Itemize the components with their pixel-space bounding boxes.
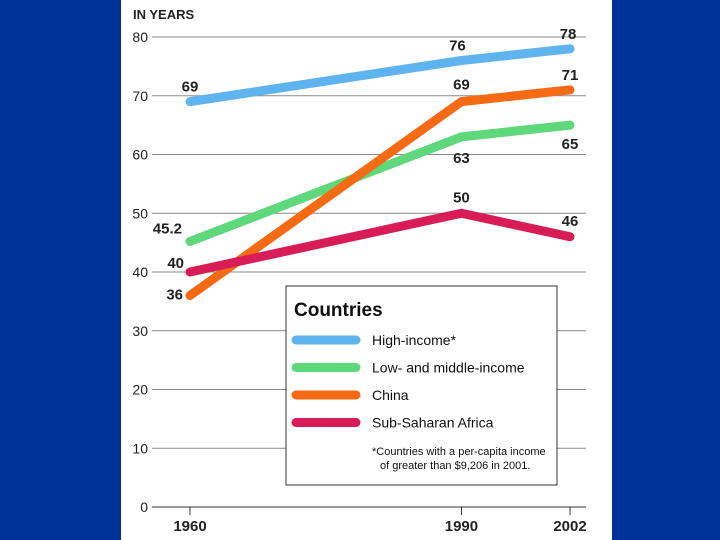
y-tick-label: 70: [132, 88, 148, 104]
data-label: 50: [453, 189, 470, 206]
data-label: 65: [562, 136, 579, 153]
y-tick-label: 30: [132, 323, 148, 339]
data-label: 63: [453, 150, 470, 167]
series-line-0: [185, 44, 575, 107]
data-label: 78: [560, 26, 577, 43]
y-tick-label: 10: [132, 440, 148, 456]
unit-label: IN YEARS: [133, 7, 194, 22]
series-line-3: [185, 208, 575, 277]
data-label: 36: [166, 287, 183, 304]
legend-title: Countries: [294, 300, 383, 321]
data-label: 69: [453, 77, 470, 94]
legend-label: High-income*: [372, 332, 457, 348]
data-label: 69: [182, 79, 199, 96]
data-label: 46: [562, 213, 579, 230]
y-tick-label: 50: [132, 205, 148, 221]
legend-label: China: [372, 387, 409, 403]
data-label: 40: [167, 255, 184, 272]
x-tick-label: 1960: [173, 518, 206, 535]
series-line-1: [185, 120, 575, 246]
legend-box: [285, 285, 558, 486]
data-label: 71: [562, 67, 579, 84]
legend-footnote-line1: *Countries with a per-capita income: [372, 446, 546, 458]
legend-label: Sub-Saharan Africa: [372, 415, 494, 431]
legend-label: Low- and middle-income: [372, 360, 525, 376]
x-tick-label: 1990: [445, 518, 478, 535]
legend: Countries High-income* Low- and middle-in…: [285, 285, 558, 486]
y-tick-label: 60: [132, 147, 148, 163]
x-tick-label: 2002: [553, 518, 586, 535]
data-label: 45.2: [153, 220, 182, 237]
y-tick-label: 0: [140, 499, 148, 515]
data-label: 76: [449, 38, 466, 55]
y-tick-label: 20: [132, 382, 148, 398]
y-tick-label: 40: [132, 264, 148, 280]
y-tick-label: 80: [132, 29, 148, 45]
series-line-2: [185, 85, 575, 300]
legend-footnote-line2: of greater than $9,206 in 2001.: [380, 460, 530, 472]
